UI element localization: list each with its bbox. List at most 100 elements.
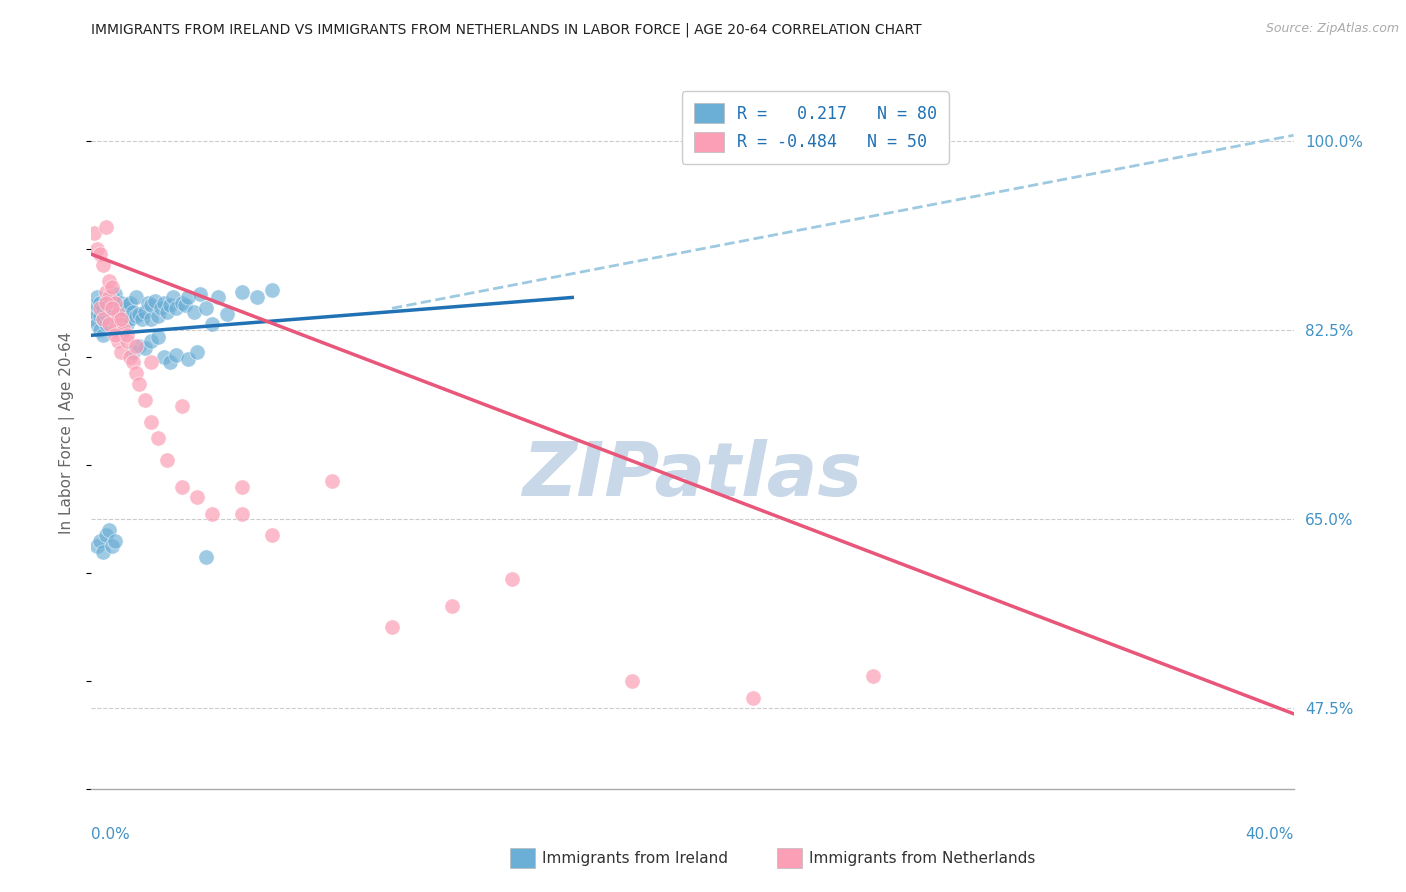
Point [93,312,115,326]
Point [107,301,129,316]
Text: 40.0%: 40.0% [1246,827,1294,841]
Point [104,323,127,337]
Point [93,328,115,343]
Point [101,319,124,334]
Point [173,298,195,312]
Point [134,304,156,318]
Point [128,339,150,353]
Point [98,298,121,312]
Point [146,330,169,344]
Point [231,507,253,521]
Text: Immigrants from Ireland: Immigrants from Ireland [543,851,728,865]
Point [155,304,177,318]
Text: Source: ZipAtlas.com: Source: ZipAtlas.com [1265,22,1399,36]
Point [107,307,129,321]
Point [98,290,121,304]
Point [101,307,124,321]
Point [138,296,160,310]
Point [152,350,174,364]
Point [120,312,142,326]
Point [170,480,193,494]
Point [501,572,523,586]
Point [98,274,121,288]
Point [107,334,129,348]
Point [89,309,111,323]
Point [96,220,118,235]
Point [152,296,174,310]
Point [155,452,177,467]
Point [89,533,111,548]
Point [141,334,163,348]
Point [110,296,132,310]
Point [125,339,148,353]
Point [117,334,139,348]
Point [120,350,142,364]
Point [321,475,343,489]
Point [621,674,644,689]
Point [159,355,181,369]
Point [93,258,115,272]
Point [110,312,132,326]
Point [231,480,253,494]
Point [83,226,105,240]
Point [83,312,105,326]
Point [128,376,150,391]
Point [381,620,404,634]
Point [114,301,136,316]
Point [176,290,198,304]
Point [86,539,108,553]
Text: IMMIGRANTS FROM IRELAND VS IMMIGRANTS FROM NETHERLANDS IN LABOR FORCE | AGE 20-6: IMMIGRANTS FROM IRELAND VS IMMIGRANTS FR… [91,22,922,37]
Point [131,312,153,326]
Point [170,296,193,310]
Point [194,301,217,316]
Point [231,285,253,299]
Point [260,528,283,542]
Point [89,323,111,337]
Point [149,301,172,316]
Point [117,328,139,343]
Point [201,318,224,332]
Point [246,290,269,304]
Point [117,298,139,312]
Text: ZIPatlas: ZIPatlas [523,439,862,512]
Point [125,309,148,323]
Point [89,301,111,316]
Point [141,415,163,429]
Point [96,528,118,542]
Text: 0.0%: 0.0% [91,827,131,841]
Point [110,318,132,332]
Point [114,323,136,337]
Point [183,304,205,318]
Point [134,393,156,408]
Point [86,290,108,304]
Point [96,307,118,321]
Point [101,290,124,304]
Point [101,279,124,293]
Point [120,296,142,310]
Point [101,312,124,326]
Point [141,355,163,369]
Point [89,247,111,261]
Point [96,285,118,299]
Point [114,315,136,329]
Point [141,298,163,312]
Point [104,318,127,332]
Point [96,296,118,310]
Point [176,352,198,367]
Point [186,344,208,359]
Point [122,304,145,318]
Point [98,318,121,332]
Point [89,296,111,310]
Point [96,318,118,332]
Point [162,290,184,304]
Point [125,366,148,380]
Point [215,307,238,321]
Point [159,298,181,312]
Point [146,431,169,445]
Point [186,491,208,505]
Point [110,318,132,332]
Point [104,296,127,310]
Point [188,287,211,301]
Point [86,318,108,332]
Point [104,533,127,548]
